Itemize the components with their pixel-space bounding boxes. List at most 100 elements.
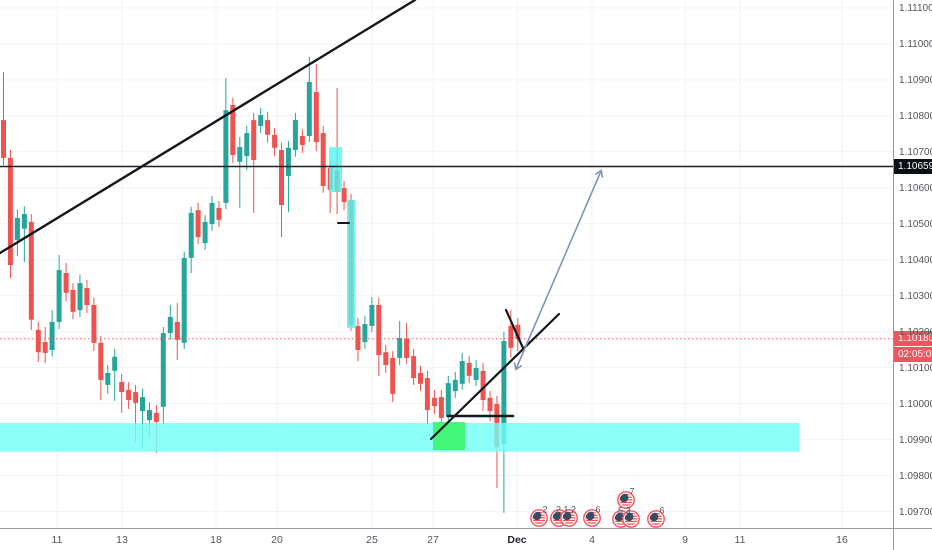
major-trendline[interactable] <box>0 0 417 255</box>
price-tick-label: 1.11000 <box>899 38 932 50</box>
candle[interactable] <box>508 310 514 358</box>
economic-event-marker[interactable]: 5 3 <box>612 506 640 528</box>
highlight-rectangle[interactable] <box>347 200 355 329</box>
candle[interactable] <box>77 274 83 317</box>
candle[interactable] <box>49 310 55 357</box>
support-zone-rectangle[interactable] <box>0 423 799 452</box>
candle[interactable] <box>383 345 389 373</box>
candle[interactable] <box>42 327 48 363</box>
candle[interactable] <box>313 64 319 152</box>
price-axis[interactable]: 1.10659 1.10180 02:05:05 1.11100 1.11000 1… <box>893 0 932 529</box>
chart-canvas[interactable]: 2 2 1 2 6 7 5 3 6 <box>0 0 893 529</box>
candle[interactable] <box>181 251 187 349</box>
price-tick-label: 1.10900 <box>899 74 932 86</box>
candle[interactable] <box>230 97 236 163</box>
candle[interactable] <box>244 125 250 171</box>
candle[interactable] <box>459 352 465 390</box>
time-tick-label: 9 <box>682 534 688 546</box>
candle[interactable] <box>188 206 194 273</box>
candle[interactable] <box>306 56 312 143</box>
economic-event-marker[interactable]: 2 1 2 <box>550 505 578 527</box>
candle[interactable] <box>320 125 326 193</box>
candle[interactable] <box>251 112 257 213</box>
candle[interactable] <box>341 180 347 211</box>
price-tick-label: 1.10200 <box>899 326 932 338</box>
event-count: 2 <box>543 505 548 515</box>
price-chart-pane[interactable]: 2 2 1 2 6 7 5 3 6 <box>0 0 893 529</box>
candle[interactable] <box>445 375 451 425</box>
demand-box-rectangle[interactable] <box>433 421 465 450</box>
price-tick-label: 1.10800 <box>899 110 932 122</box>
highlight-rectangle[interactable] <box>329 147 342 193</box>
candle[interactable] <box>223 78 229 209</box>
candle[interactable] <box>98 336 104 400</box>
candle[interactable] <box>195 202 201 244</box>
candle[interactable] <box>216 201 222 227</box>
candle[interactable] <box>7 150 13 279</box>
candle[interactable] <box>21 206 27 262</box>
candle[interactable] <box>91 297 97 352</box>
resistance-price-label: 1.10659 <box>894 159 932 174</box>
price-tick-label: 1.10600 <box>899 182 932 194</box>
candle[interactable] <box>202 215 208 250</box>
candle[interactable] <box>299 129 305 153</box>
economic-event-marker[interactable]: 2 <box>530 505 548 527</box>
bar-countdown-timer: 02:05:05 <box>894 347 932 362</box>
price-tick-label: 1.11100 <box>899 2 932 14</box>
candle[interactable] <box>14 210 20 257</box>
candle[interactable] <box>473 360 479 386</box>
candle[interactable] <box>369 297 375 332</box>
candle[interactable] <box>119 374 125 413</box>
candle[interactable] <box>70 283 76 320</box>
time-axis[interactable]: 11 13 18 20 25 27 Dec 4 9 11 16 <box>0 528 893 550</box>
candle[interactable] <box>279 142 284 237</box>
candle[interactable] <box>167 305 173 340</box>
price-tick-label: 1.10400 <box>899 254 932 266</box>
economic-event-marker[interactable]: 7 <box>617 487 635 509</box>
candle[interactable] <box>411 348 417 385</box>
time-tick-label: 18 <box>210 534 222 546</box>
candle[interactable] <box>265 111 271 143</box>
candle[interactable] <box>174 302 180 361</box>
candle[interactable] <box>35 321 41 362</box>
candle[interactable] <box>63 262 69 302</box>
candle[interactable] <box>258 107 264 134</box>
economic-event-marker[interactable]: 6 <box>647 506 665 528</box>
candle[interactable] <box>112 348 118 402</box>
economic-events-row: 2 2 1 2 6 7 5 3 6 <box>530 487 665 528</box>
candle[interactable] <box>285 141 291 212</box>
candle[interactable] <box>355 318 361 362</box>
candle[interactable] <box>1 71 6 166</box>
event-count: 6 <box>596 505 601 515</box>
axis-corner <box>893 528 932 550</box>
candle[interactable] <box>501 332 507 513</box>
candle[interactable] <box>424 370 430 425</box>
candle[interactable] <box>390 351 396 403</box>
time-tick-label: 16 <box>836 534 848 546</box>
candle[interactable] <box>126 382 132 409</box>
candle[interactable] <box>452 371 458 398</box>
candle[interactable] <box>105 365 111 394</box>
candle[interactable] <box>56 255 62 330</box>
candle[interactable] <box>292 112 298 157</box>
candle[interactable] <box>362 315 368 349</box>
candle[interactable] <box>431 389 437 414</box>
price-tick-label: 1.09700 <box>899 506 932 518</box>
candle[interactable] <box>397 320 403 366</box>
candle[interactable] <box>237 137 243 208</box>
candle[interactable] <box>376 297 382 376</box>
candle[interactable] <box>272 128 278 157</box>
candle[interactable] <box>209 196 215 231</box>
projection-arrow[interactable] <box>516 171 601 369</box>
candle[interactable] <box>160 327 166 425</box>
time-tick-label: 27 <box>427 534 439 546</box>
economic-event-marker[interactable]: 6 <box>583 505 601 527</box>
price-tick-label: 1.10000 <box>899 398 932 410</box>
candle[interactable] <box>418 365 423 391</box>
candle[interactable] <box>28 214 34 330</box>
event-count: 5 3 <box>618 506 631 516</box>
candle[interactable] <box>84 279 90 313</box>
time-tick-label: 13 <box>116 534 128 546</box>
candle[interactable] <box>466 356 472 384</box>
candle[interactable] <box>404 323 410 364</box>
